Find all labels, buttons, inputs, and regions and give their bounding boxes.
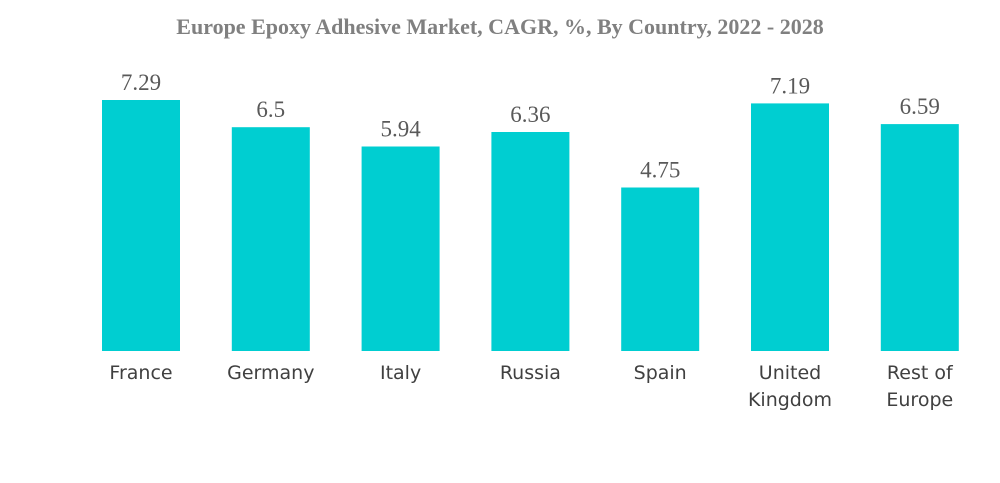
- bar-france: [102, 100, 180, 351]
- x-tick-label: Germany: [227, 362, 314, 384]
- bar-germany: [231, 127, 310, 351]
- x-tick-label: Europe: [886, 389, 953, 411]
- data-label: 7.29: [121, 70, 161, 95]
- x-tick-label: Italy: [380, 362, 421, 384]
- bar-italy: [361, 146, 440, 351]
- bar-rest-of-europe: [880, 124, 959, 351]
- chart-title: Europe Epoxy Adhesive Market, CAGR, %, B…: [176, 14, 824, 39]
- data-label: 4.75: [640, 158, 680, 183]
- data-label: 5.94: [380, 117, 421, 142]
- data-label: 6.36: [510, 102, 550, 127]
- data-label: 7.19: [770, 73, 810, 98]
- x-tick-label: France: [109, 362, 172, 384]
- bar-russia: [491, 132, 570, 351]
- bar-spain: [621, 187, 700, 351]
- data-label: 6.5: [256, 97, 285, 122]
- x-tick-label: United: [759, 362, 821, 384]
- bar-united-kingdom: [751, 103, 829, 352]
- x-tick-label: Kingdom: [748, 389, 832, 411]
- x-tick-label: Russia: [500, 362, 561, 384]
- data-label: 6.59: [900, 94, 940, 119]
- x-tick-label: Spain: [634, 362, 687, 384]
- x-tick-label: Rest of: [887, 362, 954, 384]
